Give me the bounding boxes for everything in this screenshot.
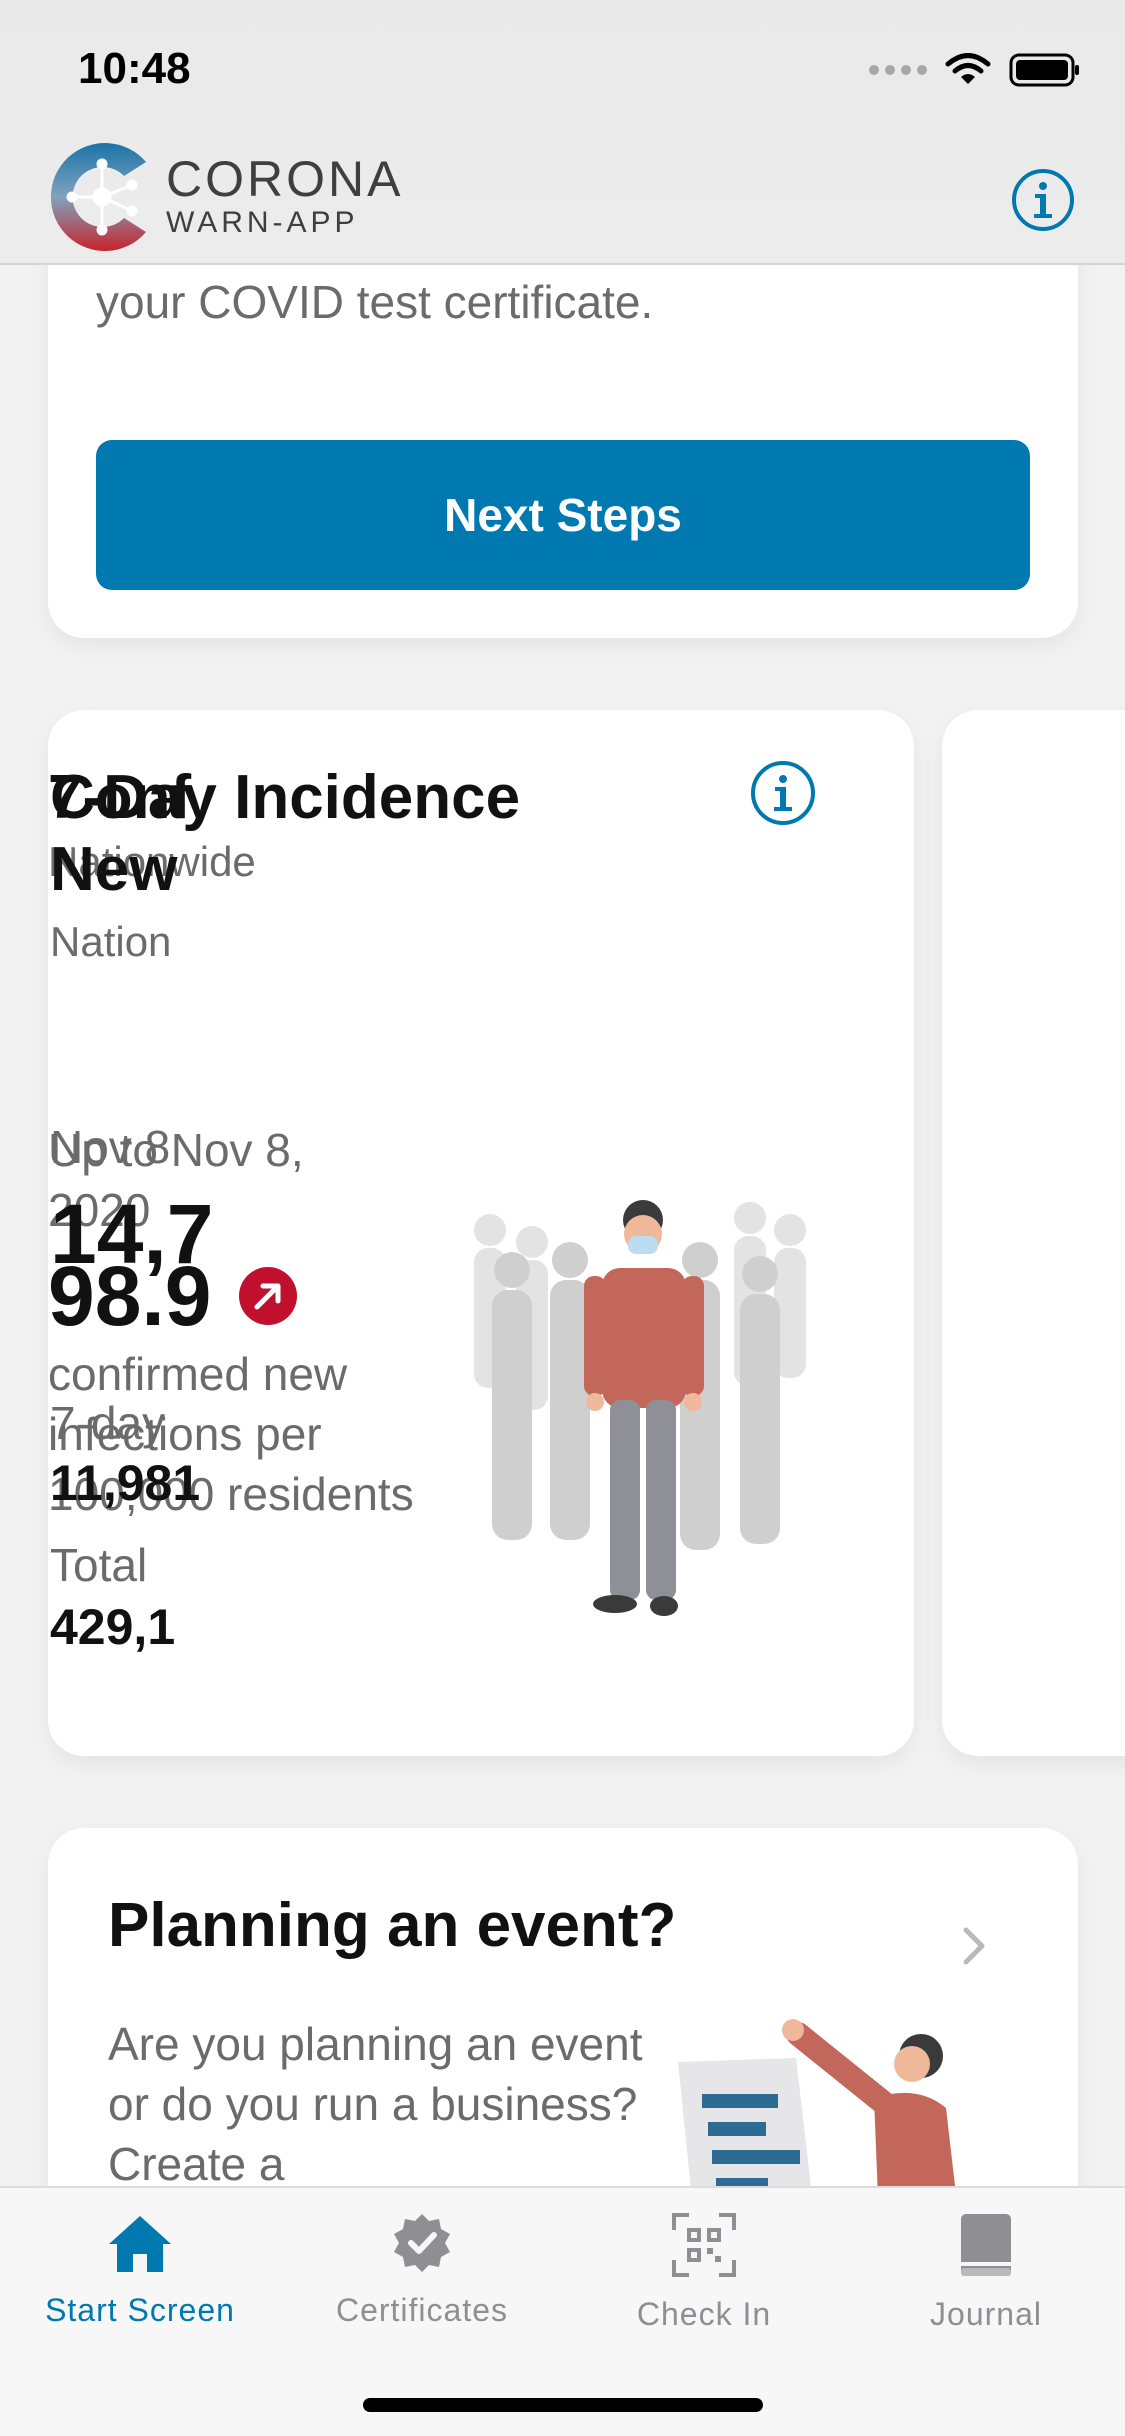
- confirmed-7day-value: 11,981: [50, 1455, 201, 1511]
- confirmed-total-label: Total: [50, 1539, 148, 1591]
- confirmed-total-value: 429,1: [50, 1599, 176, 1655]
- incidence-description: confirmed new infections per 100,000 res…: [48, 1348, 414, 1520]
- event-title: Planning an event?: [108, 1891, 677, 1960]
- status-time: 10:48: [78, 44, 191, 93]
- tab-label-journal: Journal: [930, 2296, 1042, 2332]
- tab-journal[interactable]: Journal: [846, 2212, 1125, 2332]
- incidence-value: 98.9: [48, 1249, 212, 1343]
- logo-text: CORONA WARN-APP: [166, 153, 403, 241]
- wifi-icon: [945, 53, 991, 84]
- confirmed-date: Nov 8: [50, 1121, 171, 1173]
- home-icon: [109, 2216, 171, 2272]
- incidence-value-row: 98.9: [48, 1248, 298, 1344]
- certificate-icon: [394, 2214, 450, 2272]
- confirmed-title-line1: Conf: [50, 763, 192, 832]
- app-logo: CORONA WARN-APP: [46, 136, 403, 258]
- tab-label-certificates: Certificates: [335, 2292, 509, 2328]
- journal-icon: [961, 2214, 1011, 2276]
- cellular-signal-icon: [869, 65, 927, 75]
- tab-bar: Start Screen Certificates Check In: [0, 2186, 1125, 2436]
- tab-check-in[interactable]: Check In: [564, 2212, 844, 2332]
- incidence-info-icon[interactable]: [750, 760, 816, 826]
- tab-certificates[interactable]: Certificates: [282, 2212, 562, 2332]
- tab-label-start-screen: Start Screen: [45, 2292, 235, 2328]
- tab-label-check-in: Check In: [636, 2296, 772, 2332]
- corona-logo-icon: [50, 143, 146, 251]
- confirmed-subtitle: Nation: [50, 918, 172, 965]
- status-icons: [869, 50, 1081, 90]
- confirmed-7day-label: 7-day: [50, 1397, 166, 1449]
- info-icon[interactable]: [1011, 168, 1075, 232]
- confirmed-infections-card[interactable]: [942, 710, 1125, 1756]
- chevron-right-icon: [963, 1927, 985, 1965]
- event-text: Are you planning an event or do you run …: [108, 2018, 643, 2190]
- incidence-title: 7-Day Incidence: [48, 763, 521, 832]
- next-steps-button[interactable]: Next Steps: [96, 440, 1030, 590]
- qr-code-icon: [672, 2213, 736, 2277]
- trend-up-icon: [238, 1267, 297, 1325]
- battery-icon: [1009, 53, 1079, 87]
- incidence-date: Up to Nov 8, 2020: [48, 1124, 304, 1236]
- event-card[interactable]: Planning an event? Are you planning an e…: [48, 1828, 1078, 2248]
- crowd-illustration: [474, 1200, 806, 1616]
- test-card-text: your COVID test certificate.: [96, 276, 654, 328]
- logo-title: CORONA: [166, 151, 404, 207]
- tab-start-screen[interactable]: Start Screen: [0, 2212, 280, 2332]
- home-indicator: [363, 2398, 763, 2412]
- app-header: 10:48: [0, 0, 1125, 265]
- confirmed-value: 14,7: [50, 1187, 214, 1281]
- logo-subtitle: WARN-APP: [166, 206, 359, 239]
- confirmed-title: Conf New: [50, 762, 550, 906]
- confirmed-title-line2: New: [50, 835, 178, 904]
- incidence-subtitle: Nationwide: [48, 838, 256, 885]
